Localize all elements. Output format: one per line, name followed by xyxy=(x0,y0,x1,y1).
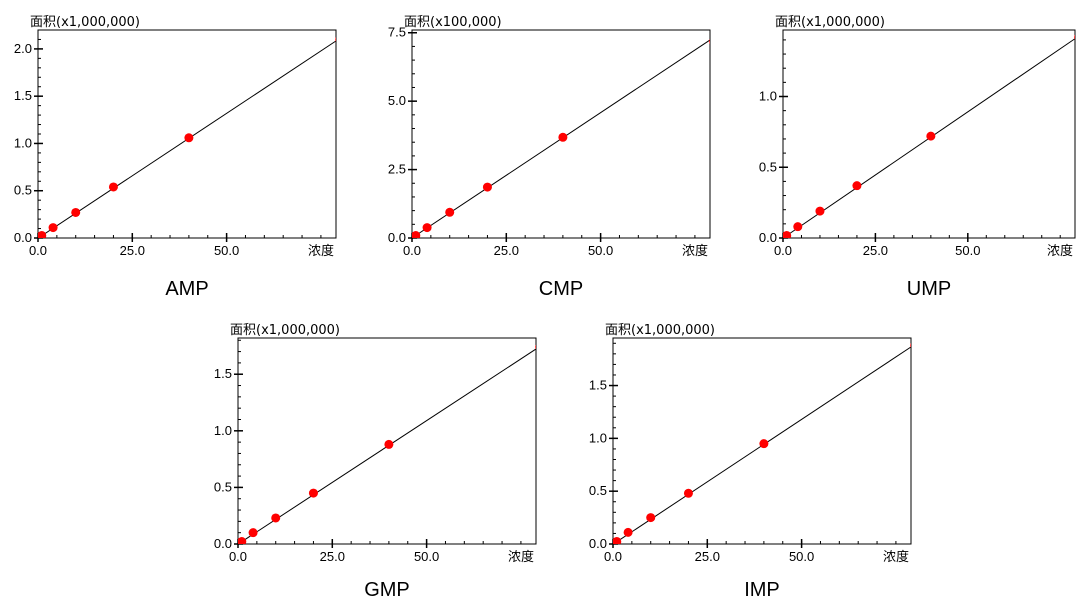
data-point xyxy=(71,207,81,217)
data-point xyxy=(709,39,710,44)
chart-title: CMP xyxy=(539,278,583,300)
y-axis-unit-label: 面积(x1,000,000) xyxy=(230,323,340,338)
data-point xyxy=(535,344,536,350)
y-tick-label: 0.0 xyxy=(14,230,32,245)
x-tick-label: 25.0 xyxy=(120,243,145,258)
cmp-calibration-chart: 0.0 2.5 5.0 7.5 0.0 25.0 50.0 面积(x100,000) 浓度 CMP xyxy=(388,15,711,300)
data-point xyxy=(48,223,58,233)
y-tick-label: 1.5 xyxy=(14,88,32,103)
data-point xyxy=(184,133,194,143)
x-tick-label: 50.0 xyxy=(414,549,439,564)
data-point xyxy=(623,527,633,537)
data-point xyxy=(793,222,803,232)
data-point xyxy=(558,132,568,142)
y-tick-label: 0.0 xyxy=(388,230,406,245)
y-tick-label: 1.5 xyxy=(214,366,232,381)
x-tick-label: 25.0 xyxy=(320,549,345,564)
y-tick-label: 0.5 xyxy=(214,479,232,494)
ump-calibration-chart: 0.0 0.5 1.0 0.0 25.0 50.0 面积(x1,000,000) 浓度 UMP xyxy=(759,15,1076,300)
y-tick-label: 7.5 xyxy=(388,25,406,40)
x-tick-label: 25.0 xyxy=(494,243,519,258)
y-axis-unit-label: 面积(x100,000) xyxy=(404,15,502,30)
data-point xyxy=(683,488,693,498)
y-tick-label: 2.0 xyxy=(14,41,32,56)
data-point xyxy=(108,182,118,192)
y-tick-label: 0.0 xyxy=(589,536,607,551)
chart-title: IMP xyxy=(744,579,780,601)
x-tick-label: 0.0 xyxy=(229,549,247,564)
x-tick-label: 25.0 xyxy=(695,549,720,564)
data-point xyxy=(783,230,792,238)
chart-title: AMP xyxy=(165,278,208,300)
data-point xyxy=(38,230,47,238)
data-point xyxy=(482,182,492,192)
data-point xyxy=(759,439,769,449)
x-tick-label: 0.0 xyxy=(403,243,421,258)
y-tick-label: 0.5 xyxy=(589,483,607,498)
x-tick-label: 50.0 xyxy=(214,243,239,258)
amp-calibration-chart: 0.0 0.5 1.0 1.5 2.0 0.0 25.0 50.0 面积(x1,000,000)… xyxy=(14,15,337,300)
data-point xyxy=(1074,34,1075,40)
y-axis-unit-label: 面积(x1,000,000) xyxy=(605,323,715,338)
chart-title: UMP xyxy=(907,278,951,300)
x-axis-label: 浓度 xyxy=(308,243,334,259)
x-tick-label: 0.0 xyxy=(29,243,47,258)
imp-calibration-chart: 0.0 0.5 1.0 1.5 0.0 25.0 50.0 面积(x1,000,000) 浓度 I… xyxy=(589,323,912,601)
data-point xyxy=(815,206,825,216)
data-point xyxy=(308,488,318,498)
data-point xyxy=(852,181,862,191)
data-point xyxy=(422,223,432,233)
x-tick-label: 50.0 xyxy=(955,243,980,258)
x-tick-label: 0.0 xyxy=(604,549,622,564)
data-point xyxy=(335,37,336,42)
data-point xyxy=(445,207,455,217)
y-axis-unit-label: 面积(x1,000,000) xyxy=(30,15,140,30)
x-axis-label: 浓度 xyxy=(883,549,909,565)
gmp-calibration-chart: 0.0 0.5 1.0 1.5 0.0 25.0 50.0 面积(x1,000,000) 浓度 G… xyxy=(214,323,537,601)
x-tick-label: 50.0 xyxy=(588,243,613,258)
y-tick-label: 1.0 xyxy=(14,135,32,150)
y-axis-unit-label: 面积(x1,000,000) xyxy=(775,15,885,30)
y-tick-label: 1.0 xyxy=(214,423,232,438)
chart-title: GMP xyxy=(364,579,410,601)
y-tick-label: 0.0 xyxy=(214,536,232,551)
y-tick-label: 1.0 xyxy=(589,430,607,445)
y-tick-label: 0.0 xyxy=(759,230,777,245)
x-tick-label: 50.0 xyxy=(789,549,814,564)
data-point xyxy=(271,513,281,523)
x-axis-label: 浓度 xyxy=(508,549,534,565)
data-point xyxy=(384,439,394,449)
x-tick-label: 25.0 xyxy=(863,243,888,258)
x-axis-label: 浓度 xyxy=(682,243,708,259)
data-point xyxy=(926,131,936,141)
data-point xyxy=(646,513,656,523)
y-tick-label: 0.5 xyxy=(759,159,777,174)
y-tick-label: 0.5 xyxy=(14,183,32,198)
x-tick-label: 0.0 xyxy=(774,243,792,258)
x-axis-label: 浓度 xyxy=(1047,243,1073,259)
data-point xyxy=(248,528,258,538)
y-tick-label: 1.5 xyxy=(589,378,607,393)
data-point xyxy=(238,537,247,544)
data-point xyxy=(910,342,911,348)
data-point xyxy=(613,536,622,544)
y-tick-label: 1.0 xyxy=(759,89,777,104)
y-tick-label: 2.5 xyxy=(388,162,406,177)
data-point xyxy=(412,231,421,238)
y-tick-label: 5.0 xyxy=(388,93,406,108)
